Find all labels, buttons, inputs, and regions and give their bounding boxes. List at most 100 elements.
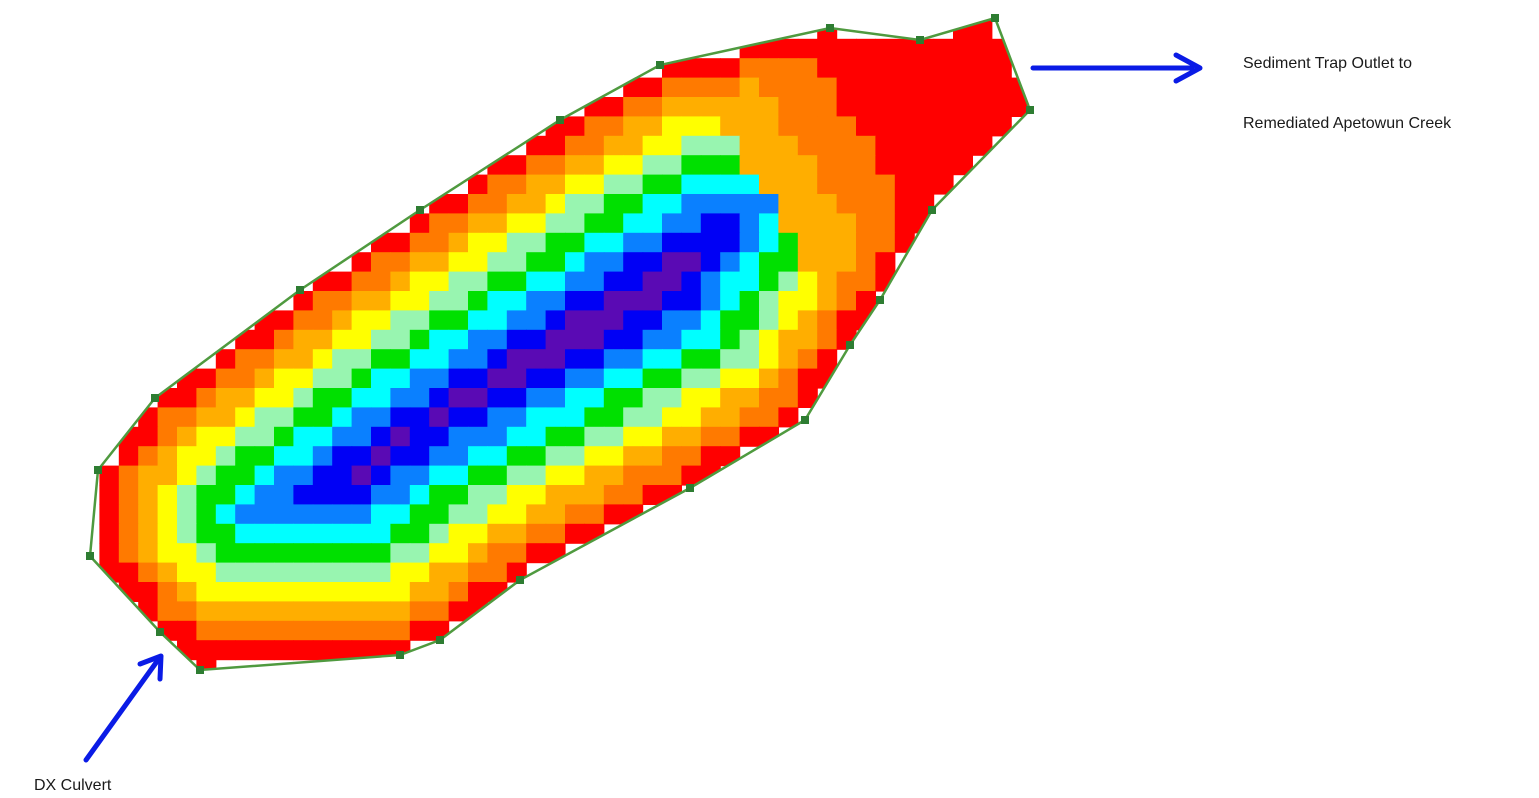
depth-cell: [662, 213, 682, 234]
depth-cell: [487, 465, 508, 486]
depth-cell: [332, 465, 353, 486]
depth-cell: [293, 368, 314, 389]
depth-cell: [196, 640, 217, 661]
depth-cell: [312, 485, 333, 505]
depth-cell: [759, 58, 779, 79]
depth-cell: [739, 174, 760, 195]
depth-cell: [196, 601, 217, 622]
depth-cell: [662, 252, 682, 273]
depth-cell: [836, 252, 857, 273]
depth-cell: [681, 252, 702, 273]
depth-cell: [177, 388, 197, 408]
depth-cell: [584, 349, 605, 370]
depth-cell: [332, 388, 353, 408]
depth-cell: [390, 504, 411, 525]
depth-cell: [254, 407, 275, 428]
depth-cell: [875, 135, 896, 156]
depth-cell: [390, 601, 411, 622]
depth-cell: [371, 388, 391, 408]
depth-cell: [836, 38, 857, 59]
depth-cell: [371, 310, 391, 331]
depth-cell: [972, 58, 993, 79]
depth-cell: [584, 135, 605, 156]
depth-cell: [118, 504, 139, 525]
depth-cell: [293, 426, 314, 447]
depth-cell: [235, 543, 256, 564]
depth-cell: [196, 620, 217, 641]
depth-cell: [293, 329, 314, 350]
outlet-label-line2: Remediated Apetowun Creek: [1243, 115, 1452, 132]
depth-cell: [351, 640, 372, 661]
depth-cell: [623, 252, 644, 273]
depth-cell: [506, 329, 527, 350]
depth-cell: [371, 407, 391, 428]
depth-cell: [351, 388, 372, 408]
depth-cell: [526, 504, 547, 525]
depth-cell: [991, 97, 1012, 117]
depth-cell: [99, 504, 120, 525]
depth-cell: [642, 465, 663, 486]
depth-cell: [409, 329, 430, 350]
depth-cell: [429, 407, 450, 428]
outlet-label-line1: Sediment Trap Outlet to: [1243, 55, 1412, 72]
depth-cell: [138, 446, 159, 467]
depth-cell: [468, 543, 488, 564]
depth-cell: [409, 271, 430, 292]
depth-cell: [545, 329, 566, 350]
depth-cell: [623, 155, 644, 176]
boundary-vertex: [416, 206, 424, 214]
depth-cell: [157, 543, 178, 564]
depth-cell: [759, 174, 779, 195]
depth-cell: [293, 446, 314, 467]
depth-cell: [681, 291, 702, 311]
depth-cell: [487, 368, 508, 389]
depth-cell: [836, 232, 857, 253]
depth-cell: [235, 446, 256, 467]
depth-cell: [856, 155, 876, 176]
depth-cell: [390, 543, 411, 564]
depth-cell: [681, 446, 702, 467]
depth-cell: [235, 407, 256, 428]
depth-cell: [797, 310, 818, 331]
depth-cell: [603, 213, 624, 234]
depth-cell: [254, 329, 275, 350]
boundary-vertex: [556, 116, 564, 124]
depth-cell: [778, 407, 799, 428]
depth-cell: [526, 543, 547, 564]
depth-cell: [894, 58, 915, 79]
depth-cell: [215, 368, 236, 389]
depth-cell: [856, 271, 876, 292]
depth-cell: [700, 291, 721, 311]
depth-cell: [739, 310, 760, 331]
depth-cell: [526, 174, 547, 195]
depth-cell: [177, 465, 197, 486]
depth-cell: [739, 407, 760, 428]
depth-cell: [836, 271, 857, 292]
boundary-vertex: [916, 36, 924, 44]
depth-cell: [254, 504, 275, 525]
depth-cell: [584, 194, 605, 214]
depth-cell: [293, 523, 314, 544]
depth-cell: [603, 155, 624, 176]
depth-cell: [972, 38, 993, 59]
depth-cell: [1011, 97, 1030, 117]
depth-cell: [487, 504, 508, 525]
depth-cell: [914, 116, 935, 137]
depth-cell: [274, 562, 294, 583]
depth-cell: [953, 97, 973, 117]
depth-cell: [856, 116, 876, 137]
depth-cell: [681, 232, 702, 253]
depth-cell: [953, 58, 973, 79]
depth-cell: [759, 291, 779, 311]
depth-cell: [177, 504, 197, 525]
depth-cell: [351, 485, 372, 505]
depth-cell: [681, 407, 702, 428]
depth-cell: [565, 116, 585, 137]
depth-cell: [99, 465, 120, 486]
depth-cell: [545, 194, 566, 214]
depth-cell: [739, 97, 760, 117]
depth-cell: [739, 194, 760, 214]
depth-cell: [662, 155, 682, 176]
depth-cell: [254, 446, 275, 467]
depth-cell: [429, 465, 450, 486]
